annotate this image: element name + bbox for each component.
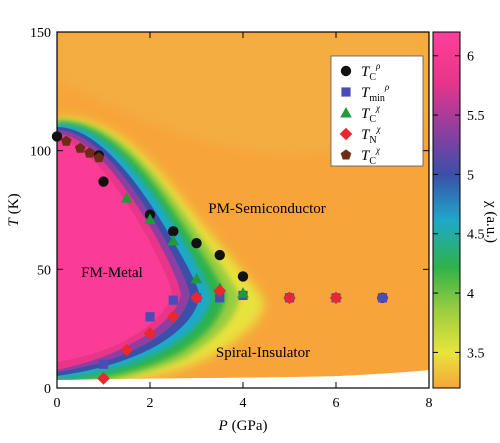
region-label-pm-semiconductor: PM-Semiconductor [208,201,326,217]
series-0-circle-point [98,176,109,187]
series-3-diamond-point [283,291,296,305]
series-0-circle-point [191,238,202,249]
y-tick-label: 150 [30,26,51,41]
series-4-pentagon-point [84,147,95,158]
y-tick-label: 50 [37,263,51,278]
legend-sup: χ [376,124,382,134]
legend-marker-1 [341,87,351,97]
series-3-diamond-point [120,343,134,357]
series-2-triangle-point [167,234,180,246]
series-1-square-point [168,295,178,305]
legend-label-0: TCρ [361,61,381,83]
legend-sub: C [369,72,376,83]
legend-sub: C [369,114,376,125]
legend-marker-3 [339,127,353,141]
y-axis-label: T (K) [6,193,22,226]
series-2-triangle-point [190,272,203,284]
series-3-diamond-point [166,310,180,324]
legend-var: T [361,64,371,80]
data-markers [51,131,388,385]
series-1-square-point [215,293,225,303]
series-0-circle-point [214,249,225,261]
y-axis-ticks: 0 50 100 150 [30,26,429,397]
series-3-diamond-point [190,291,203,305]
series-3-diamond-point [213,284,227,297]
x-axis-label: P (GPa) [218,418,268,434]
colorbar-tick-label: 5 [467,168,474,183]
series-3-diamond-point [329,291,343,305]
legend-label-1: Tminρ [361,82,390,104]
series-1-square-point [145,312,155,322]
series-2-triangle-point [144,213,156,224]
legend-sub: min [369,93,385,104]
colorbar-tick-label: 4.5 [467,228,485,243]
x-tick-label: 0 [54,396,61,411]
series-4-pentagon-point [93,152,105,163]
series-2-triangle-point [237,287,249,298]
y-tick-label: 0 [44,382,51,397]
series-3-diamond-point [97,372,110,385]
legend-sup: ρ [375,61,381,71]
region-label-fm-metal: FM-Metal [81,265,143,281]
region-label-spiral-insulator: Spiral-Insulator [216,345,310,361]
series-0-circle-point [51,131,63,142]
x-axis-var: P [218,418,228,434]
x-axis-unit: (GPa) [232,418,268,434]
legend-marker-4 [340,149,352,160]
colorbar-tick-label: 4 [467,287,474,302]
legend-sup: χ [375,103,381,113]
legend-sup: χ [375,145,381,155]
legend-marker-2 [340,107,352,118]
legend-sup: ρ [384,82,390,92]
colorbar [432,31,461,389]
colorbar-tick-label: 6 [467,50,474,65]
y-axis-unit: (K) [6,193,22,214]
x-axis-ticks: 0 2 4 6 8 [54,32,433,411]
legend-var: T [361,127,371,143]
series-4-pentagon-point [61,135,72,146]
y-tick-label: 100 [30,145,51,160]
colorbar-ticks: 3.5 4 4.5 5 5.5 6 [433,50,485,361]
legend-label-2: TCχ [361,103,381,125]
colorbar-label: χ (a.u.) [483,200,499,243]
x-tick-label: 6 [333,396,340,411]
legend-var: T [361,106,371,122]
series-4-pentagon-point [74,142,86,153]
colorbar-tick-label: 5.5 [467,109,485,124]
legend-sub: C [369,156,376,167]
series-0-circle-point [237,271,249,282]
colorbar-tick-label: 3.5 [467,346,485,361]
legend-var: T [361,85,371,101]
legend-label-3: TNχ [361,124,382,146]
series-0-circle-point [168,226,179,237]
series-1-square-point [377,293,388,303]
legend-sub: N [369,135,376,146]
heatmap-pink-core [57,140,172,362]
y-axis-var: T [6,217,22,227]
x-tick-label: 2 [147,396,154,411]
x-tick-label: 8 [426,396,433,411]
legend-marker-0 [340,65,352,77]
legend-var: T [361,148,371,164]
series-3-diamond-point [143,327,157,340]
series-1-square-point [98,359,109,369]
legend-label-4: TCχ [361,145,381,167]
series-2-triangle-point [120,192,133,203]
x-tick-label: 4 [240,396,247,411]
